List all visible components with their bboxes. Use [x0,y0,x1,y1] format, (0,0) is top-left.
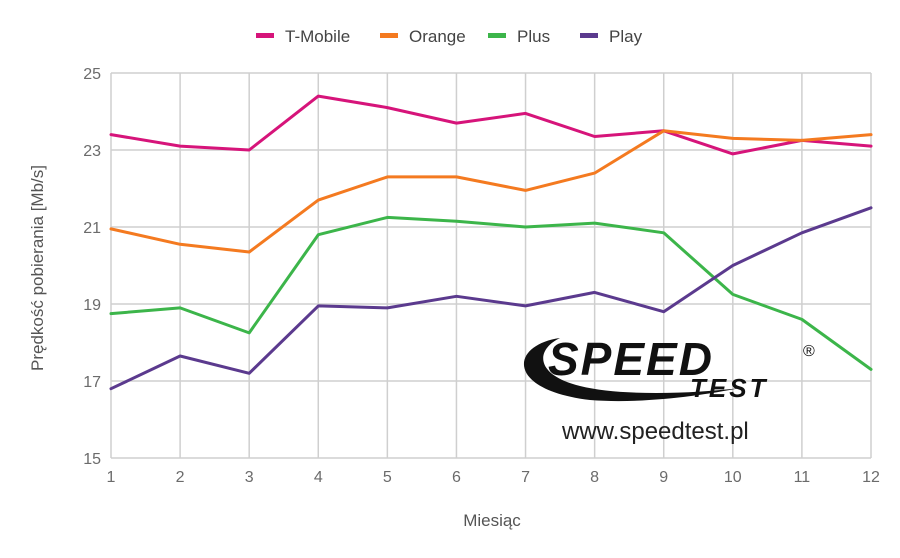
x-tick-label: 11 [794,469,811,486]
logo-swoosh-shape [523,338,740,402]
y-tick-label: 17 [83,374,101,391]
logo-url: www.speedtest.pl [561,418,749,445]
y-axis-title: Prędkość pobierania [Mb/s] [28,165,47,371]
x-tick-label: 3 [245,469,254,486]
logo-word-speed: SPEED [548,333,714,385]
x-axis-ticks: 1 2 3 4 5 6 7 8 9 10 11 12 [107,469,880,486]
x-axis-title: Miesiąc [463,511,521,530]
registered-mark: ® [803,343,815,360]
x-tick-label: 2 [176,469,185,486]
legend-swatch [580,33,598,38]
x-tick-label: 9 [659,469,668,486]
legend-label: Plus [517,27,550,46]
y-tick-label: 21 [83,220,101,237]
y-tick-label: 25 [83,66,101,83]
logo-word-test: TEST [690,373,768,403]
series-lines [109,94,873,391]
legend-label: Orange [409,27,466,46]
x-tick-label: 5 [383,469,392,486]
series-line-t-mobile [109,94,873,156]
series-line-plus [109,215,873,371]
legend: T-Mobile Orange Plus Play [256,27,643,46]
x-tick-label: 1 [107,469,116,486]
x-tick-label: 8 [590,469,599,486]
series-line-orange [109,129,873,254]
x-tick-label: 4 [314,469,323,486]
legend-item-play: Play [580,27,643,46]
legend-item-t-mobile: T-Mobile [256,27,350,46]
y-tick-label: 15 [83,451,101,468]
legend-swatch [380,33,398,38]
x-tick-label: 6 [452,469,461,486]
x-tick-label: 10 [724,469,742,486]
legend-label: Play [609,27,643,46]
x-tick-label: 7 [521,469,530,486]
speedtest-logo: SPEED TEST ® www.speedtest.pl [523,333,815,445]
legend-item-orange: Orange [380,27,466,46]
x-tick-label: 12 [862,469,880,486]
y-tick-label: 23 [83,143,101,160]
legend-swatch [488,33,506,38]
legend-item-plus: Plus [488,27,550,46]
legend-label: T-Mobile [285,27,350,46]
y-tick-label: 19 [83,297,101,314]
series-line-play [109,206,873,391]
legend-swatch [256,33,274,38]
y-axis-ticks: 15 17 19 21 23 25 [83,66,101,468]
